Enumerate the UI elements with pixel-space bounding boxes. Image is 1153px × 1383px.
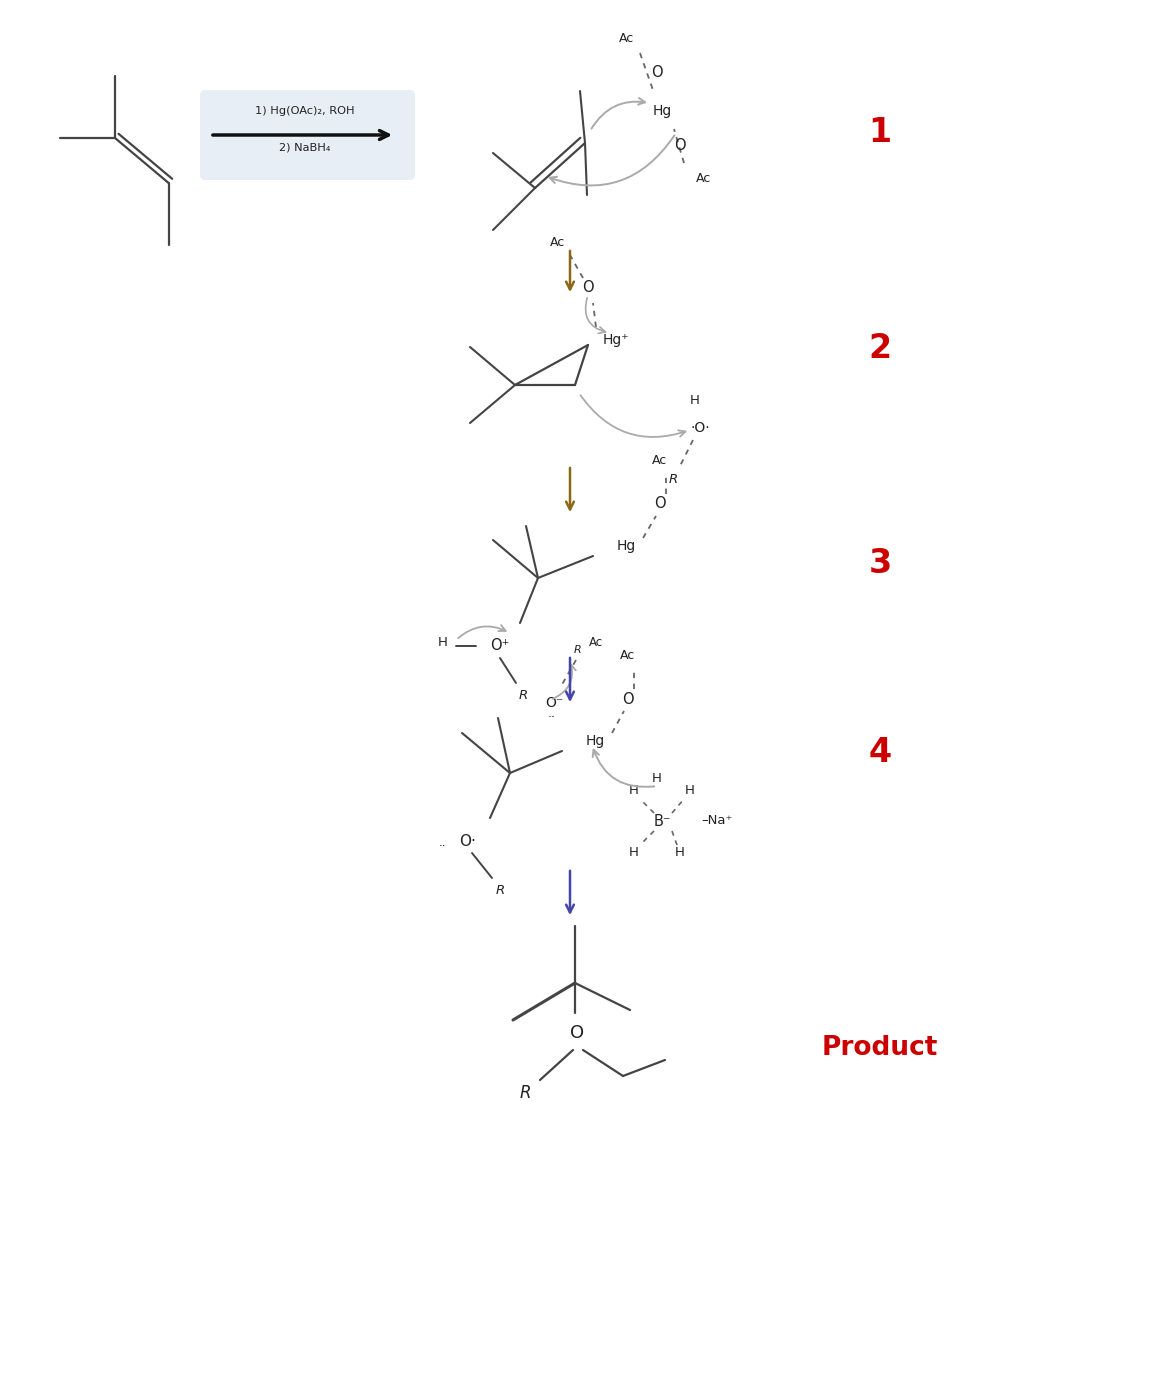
Text: R: R [574,644,582,656]
Text: O: O [651,65,663,80]
Text: H: H [630,846,639,859]
Text: 4: 4 [868,737,891,769]
Text: Ac: Ac [589,636,603,650]
Text: ·O·: ·O· [691,420,710,436]
Text: Product: Product [822,1034,939,1061]
Text: Ac: Ac [619,32,634,46]
Text: H: H [630,784,639,798]
Text: R: R [496,885,505,898]
Text: ··: ·· [438,841,446,853]
Text: –Na⁺: –Na⁺ [701,815,732,827]
Text: 3: 3 [868,546,891,579]
Text: O⁻: O⁻ [545,696,563,709]
Text: R: R [519,690,528,703]
FancyBboxPatch shape [199,90,415,180]
Text: ··: ·· [548,711,556,725]
Text: Ac: Ac [550,235,566,249]
Text: 2: 2 [868,332,891,365]
Text: R: R [519,1084,530,1102]
Text: O: O [623,692,634,707]
Text: Hg: Hg [586,734,604,748]
Text: H: H [653,773,662,786]
Text: H: H [438,636,447,650]
Text: 1) Hg(OAc)₂, ROH: 1) Hg(OAc)₂, ROH [255,106,355,116]
Text: O·: O· [460,834,476,849]
Text: O: O [675,138,686,154]
Text: R: R [669,473,678,487]
Text: Hg: Hg [653,104,672,118]
Text: B⁻: B⁻ [654,813,671,828]
Text: 2) NaBH₄: 2) NaBH₄ [279,142,331,152]
Text: H: H [675,846,685,859]
Text: Hg⁺: Hg⁺ [603,333,630,347]
Text: O: O [570,1023,585,1041]
Text: Ac: Ac [696,173,711,185]
Text: Ac: Ac [653,454,668,466]
Text: H: H [685,784,695,798]
Text: Hg: Hg [617,539,635,553]
Text: H: H [689,394,700,407]
Text: O: O [582,281,594,296]
Text: 1: 1 [868,116,891,149]
Text: O: O [654,496,665,512]
Text: O⁺: O⁺ [490,639,510,654]
Text: Ac: Ac [620,649,635,661]
